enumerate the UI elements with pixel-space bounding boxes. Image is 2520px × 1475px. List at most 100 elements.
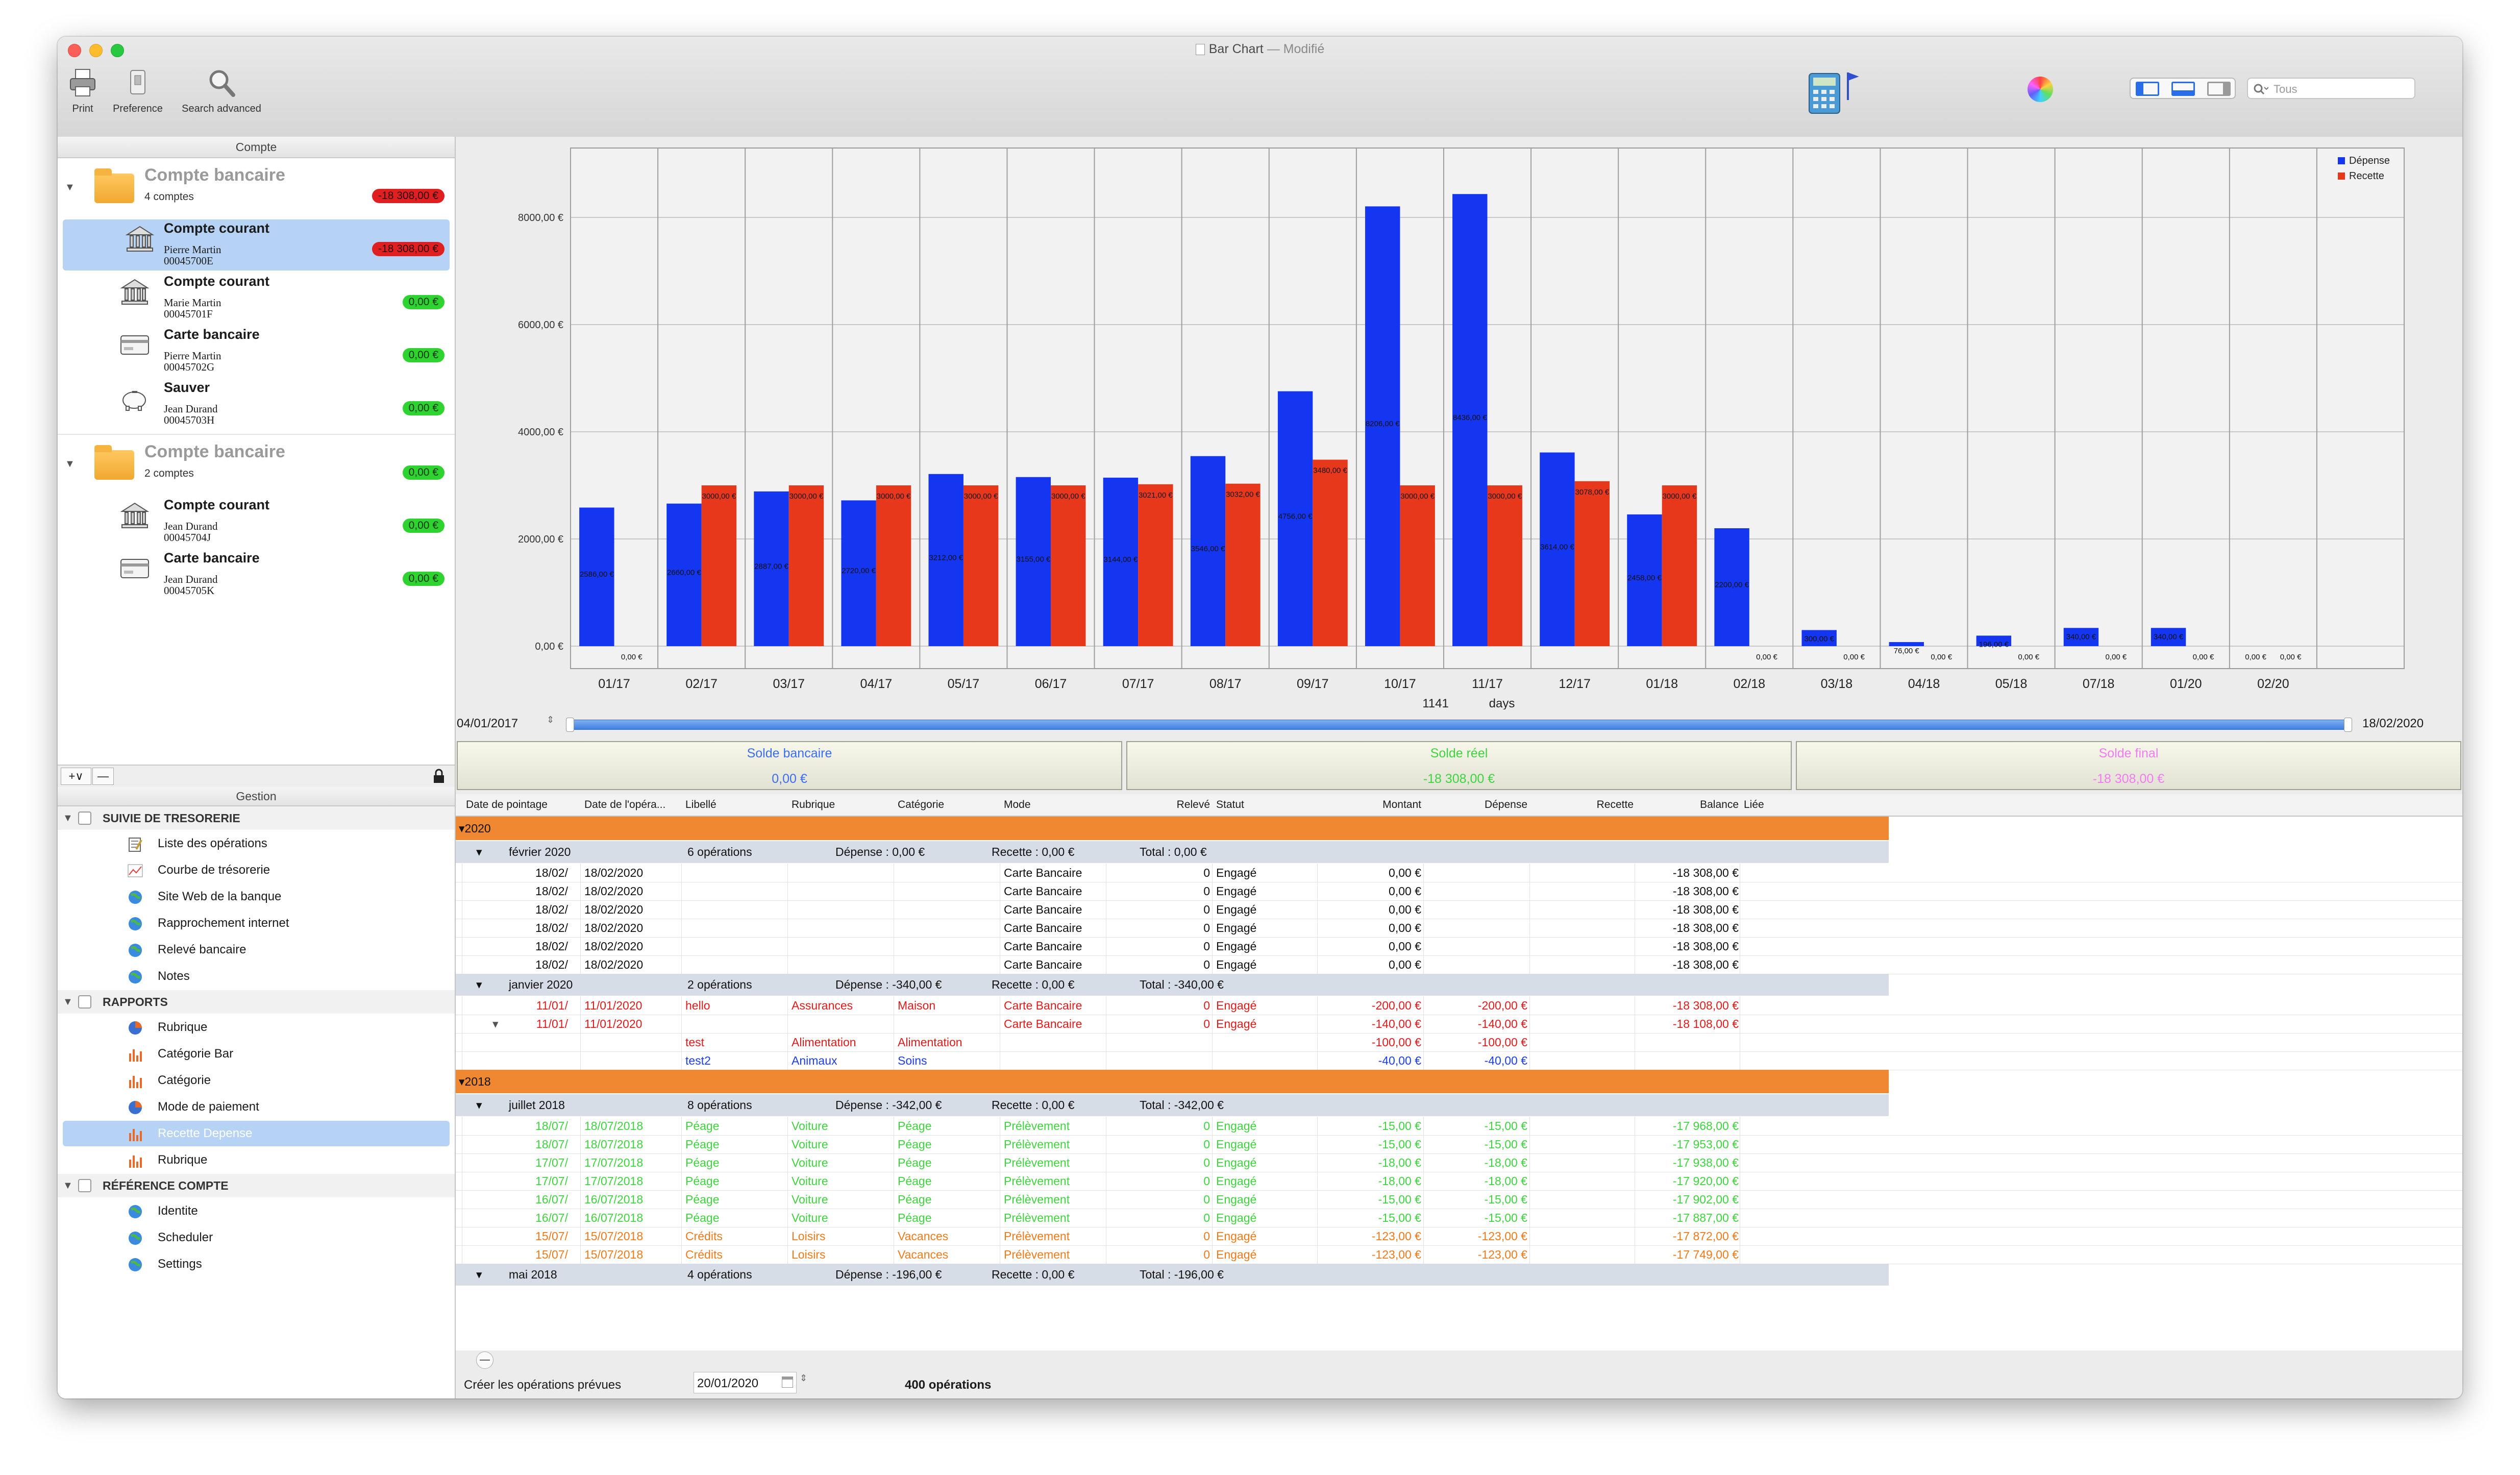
section-rapports[interactable]: ▼ RAPPORTS: [58, 990, 455, 1014]
column-header[interactable]: Montant: [1382, 799, 1421, 810]
table-row[interactable]: 18/07/18/07/2018 Péage Voiture Péage Prélève…: [456, 1135, 2462, 1154]
disclosure-triangle-icon[interactable]: ▾: [476, 1098, 482, 1112]
month-group-row[interactable]: ▾ janvier 2020 2 opérations Dépense : -340,…: [456, 974, 1889, 996]
right-panel-toggle[interactable]: [2207, 82, 2231, 96]
nav-mode-paiement[interactable]: Mode de paiement: [58, 1094, 455, 1120]
table-row[interactable]: 15/07/15/07/2018 Crédits Loisirs Vacances Pr…: [456, 1245, 2462, 1264]
nav-rubrique-bar[interactable]: Rubrique: [58, 1147, 455, 1173]
lock-icon[interactable]: [432, 769, 446, 784]
table-row[interactable]: 17/07/17/07/2018 Péage Voiture Péage Prélève…: [456, 1153, 2462, 1172]
disclosure-triangle-icon[interactable]: ▼: [65, 458, 75, 470]
account-group[interactable]: ▼ Compte bancaire 4 comptes -18 308,00 €: [58, 158, 455, 214]
disclosure-triangle-icon[interactable]: ▾: [476, 978, 482, 991]
account-row[interactable]: Compte courant Jean Durand 00045704J 0,00…: [58, 496, 455, 547]
nav-rapprochement-internet[interactable]: Rapprochement internet: [58, 911, 455, 936]
column-header[interactable]: Dépense: [1484, 799, 1527, 810]
column-header[interactable]: Catégorie: [898, 799, 945, 810]
table-row[interactable]: 16/07/16/07/2018 Péage Voiture Péage Prélève…: [456, 1190, 2462, 1209]
table-row[interactable]: ▾ 11/01/11/01/2020 Carte Bancaire 0 Engagé -1…: [456, 1015, 2462, 1034]
disclosure-triangle-icon[interactable]: ▼: [63, 996, 73, 1007]
account-row[interactable]: Compte courant Pierre Martin 00045700E -1…: [63, 219, 450, 271]
account-row[interactable]: Sauver Jean Durand 00045703H 0,00 €: [58, 379, 455, 430]
print-button[interactable]: Print: [65, 67, 101, 115]
nav-notes[interactable]: Notes: [58, 964, 455, 989]
disclosure-triangle-icon[interactable]: ▼: [63, 813, 73, 824]
close-window-button[interactable]: [68, 44, 81, 57]
search-input[interactable]: Tous: [2247, 78, 2415, 99]
month-group-row[interactable]: ▾ février 2020 6 opérations Dépense : 0,00 …: [456, 841, 1889, 863]
nav-categorie[interactable]: Catégorie: [58, 1068, 455, 1093]
table-row[interactable]: 18/02/18/02/2020 Carte Bancaire 0 Engagé 0,0…: [456, 955, 2462, 974]
planned-date-stepper[interactable]: ⇕: [800, 1373, 808, 1383]
planned-date-field[interactable]: 20/01/2020: [694, 1372, 797, 1393]
year-group-row[interactable]: ▾2020: [456, 817, 1889, 840]
column-header[interactable]: Libellé: [685, 799, 717, 810]
table-row[interactable]: test2 Animaux Soins -40,00 € -40,00 €: [456, 1051, 2462, 1070]
remove-account-button[interactable]: —: [92, 768, 114, 785]
table-row[interactable]: 18/02/18/02/2020 Carte Bancaire 0 Engagé 0,0…: [456, 900, 2462, 919]
zoom-window-button[interactable]: [111, 44, 124, 57]
column-header[interactable]: Relevé: [1176, 799, 1210, 810]
account-row[interactable]: Carte bancaire Jean Durand 00045705K 0,00…: [58, 549, 455, 600]
section-checkbox[interactable]: [78, 1179, 91, 1192]
calendar-icon[interactable]: [782, 1376, 793, 1388]
account-row[interactable]: Compte courant Marie Martin 00045701F 0,0…: [58, 273, 455, 324]
slider-right-handle[interactable]: [2344, 718, 2352, 732]
remove-operation-button[interactable]: —: [476, 1351, 493, 1369]
table-row[interactable]: 18/02/18/02/2020 Carte Bancaire 0 Engagé 0,0…: [456, 919, 2462, 938]
start-date-stepper[interactable]: ⇕: [547, 715, 555, 725]
nav-identite[interactable]: Identite: [58, 1198, 455, 1224]
table-row[interactable]: test Alimentation Alimentation -100,00 € -10…: [456, 1033, 2462, 1052]
table-row[interactable]: 17/07/17/07/2018 Péage Voiture Péage Prélève…: [456, 1172, 2462, 1191]
section-checkbox[interactable]: [78, 995, 91, 1009]
search-advanced-button[interactable]: Search advanced: [173, 67, 270, 115]
disclosure-triangle-icon[interactable]: ▾: [492, 1017, 499, 1030]
section-reference-compte[interactable]: ▼ RÉFÉRENCE COMPTE: [58, 1174, 455, 1197]
add-account-button[interactable]: +∨: [61, 768, 91, 785]
table-row[interactable]: 16/07/16/07/2018 Péage Voiture Péage Prélève…: [456, 1209, 2462, 1227]
slider-left-handle[interactable]: [566, 718, 574, 732]
nav-site-web-banque[interactable]: Site Web de la banque: [58, 884, 455, 909]
column-header[interactable]: Recette: [1596, 799, 1634, 810]
section-tresorerie[interactable]: ▼ SUIVIE DE TRESORERIE: [58, 806, 455, 830]
color-wheel-icon[interactable]: [2028, 77, 2053, 102]
column-header[interactable]: Balance: [1700, 799, 1739, 810]
bottom-panel-toggle[interactable]: [2171, 82, 2195, 96]
disclosure-triangle-icon[interactable]: ▼: [65, 182, 75, 193]
column-header[interactable]: Rubrique: [792, 799, 835, 810]
nav-categorie-bar[interactable]: Catégorie Bar: [58, 1041, 455, 1067]
preference-button[interactable]: Preference: [105, 67, 171, 115]
year-group-row[interactable]: ▾2018: [456, 1070, 1889, 1093]
nav-settings[interactable]: Settings: [58, 1251, 455, 1277]
nav-rubrique[interactable]: Rubrique: [58, 1015, 455, 1040]
column-header[interactable]: Mode: [1004, 799, 1031, 810]
disclosure-triangle-icon[interactable]: ▼: [63, 1180, 73, 1191]
section-checkbox[interactable]: [78, 812, 91, 825]
column-header[interactable]: Liée: [1744, 799, 1764, 810]
left-panel-toggle[interactable]: [2136, 82, 2159, 96]
nav-releve-bancaire[interactable]: Relevé bancaire: [58, 937, 455, 963]
account-row[interactable]: Carte bancaire Pierre Martin 00045702G 0,…: [58, 326, 455, 377]
nav-liste-operations[interactable]: Liste des opérations: [58, 831, 455, 856]
table-row[interactable]: 18/07/18/07/2018 Péage Voiture Péage Prélève…: [456, 1117, 2462, 1136]
start-date[interactable]: 04/01/2017: [457, 717, 518, 730]
month-group-row[interactable]: ▾ juillet 2018 8 opérations Dépense : -342,…: [456, 1094, 1889, 1116]
nav-scheduler[interactable]: Scheduler: [58, 1225, 455, 1250]
nav-courbe-tresorerie[interactable]: Courbe de trésorerie: [58, 857, 455, 883]
table-row[interactable]: 15/07/15/07/2018 Crédits Loisirs Vacances Pr…: [456, 1227, 2462, 1246]
column-header[interactable]: Statut: [1216, 799, 1244, 810]
disclosure-triangle-icon[interactable]: ▾: [476, 845, 482, 858]
calculator-icon[interactable]: [1807, 69, 1863, 115]
minimize-window-button[interactable]: [89, 44, 103, 57]
column-header[interactable]: Date de pointage: [466, 799, 548, 810]
column-header[interactable]: Date de l'opéra...: [584, 799, 666, 810]
nav-recette-depense[interactable]: Recette Depense: [63, 1121, 450, 1146]
table-row[interactable]: 18/02/18/02/2020 Carte Bancaire 0 Engagé 0,0…: [456, 882, 2462, 901]
table-row[interactable]: 11/01/11/01/2020 hello Assurances Maison Car…: [456, 996, 2462, 1015]
table-row[interactable]: 18/02/18/02/2020 Carte Bancaire 0 Engagé 0,0…: [456, 937, 2462, 956]
date-range-slider[interactable]: [569, 720, 2349, 730]
end-date[interactable]: 18/02/2020: [2362, 717, 2424, 730]
month-group-row[interactable]: ▾ mai 2018 4 opérations Dépense : -196,00 €…: [456, 1264, 1889, 1286]
disclosure-triangle-icon[interactable]: ▾: [476, 1268, 482, 1281]
account-group[interactable]: ▼ Compte bancaire 2 comptes 0,00 €: [58, 434, 455, 491]
